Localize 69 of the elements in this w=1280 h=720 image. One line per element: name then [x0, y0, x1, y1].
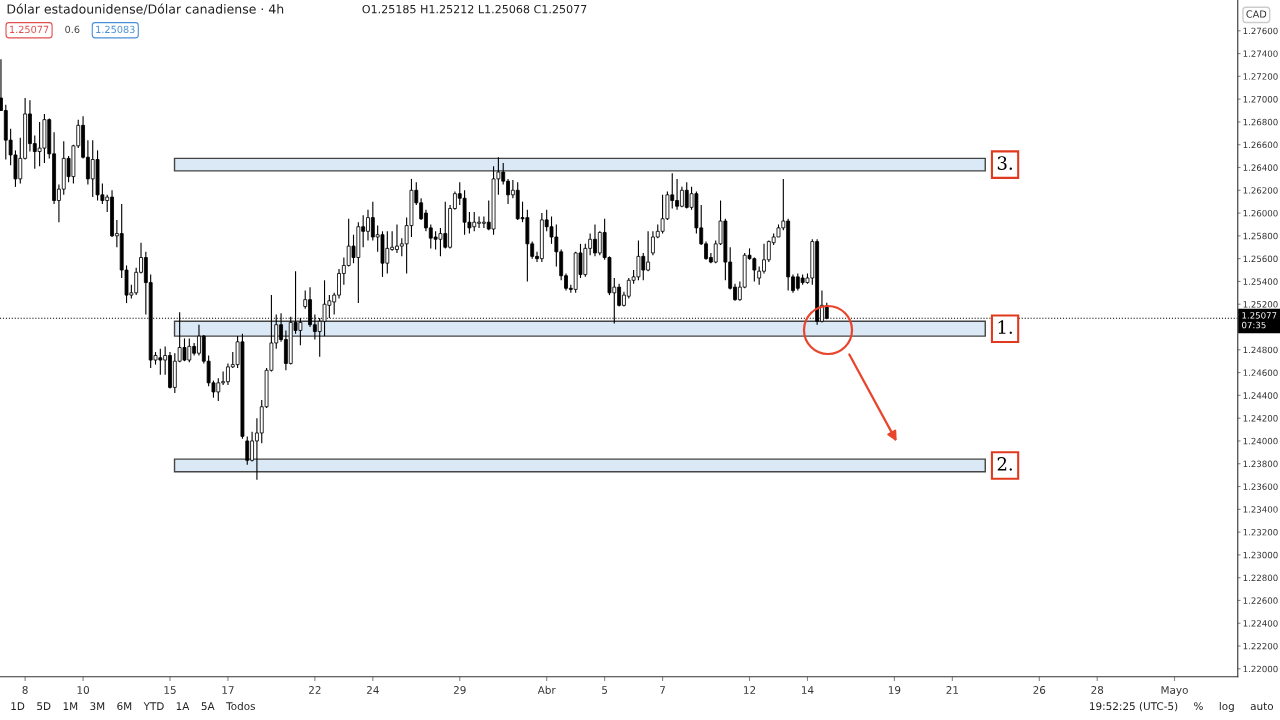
chart-subtitle: O1.25185 H1.25212 L1.25068 C1.25077	[362, 4, 587, 14]
y-tick-label: 1.26000	[1243, 209, 1278, 217]
text: 3M	[90, 702, 105, 711]
text: 5A	[201, 702, 215, 711]
x-tick-label: Abr	[537, 685, 556, 694]
text: 1M	[63, 702, 78, 710]
x-tick-label: 7	[660, 686, 666, 694]
x-tick-label: 5	[602, 686, 608, 694]
y-tick-label: 1.23600	[1243, 483, 1278, 490]
y-tick-label: 1.27200	[1243, 73, 1278, 80]
band-label: 2.	[997, 457, 1012, 471]
x-tick-label: 29	[453, 686, 466, 694]
text: %	[1194, 702, 1203, 711]
text: log	[1219, 702, 1234, 713]
y-tick-label: 1.24600	[1243, 369, 1278, 376]
y-tick-label: 1.25200	[1243, 301, 1278, 308]
y-tick-label: 1.25400	[1243, 278, 1278, 285]
text: 1D	[11, 702, 25, 710]
x-tick-label: 10	[77, 686, 89, 694]
x-tick-label: 17	[222, 686, 234, 694]
text: 1A	[176, 702, 190, 710]
annotation: 1.25077	[10, 25, 49, 34]
y-tick-label: 1.22000	[1243, 665, 1278, 673]
y-tick-label: 1.27400	[1243, 50, 1278, 57]
y-tick-label: 1.24200	[1243, 415, 1278, 422]
y-tick-label: 1.27000	[1243, 96, 1278, 103]
text: 19:52:25 (UTC-5)	[1090, 702, 1178, 712]
x-tick-label: 19	[888, 686, 901, 694]
y-tick-label: 1.22400	[1243, 620, 1278, 627]
y-tick-label: 1.24000	[1243, 437, 1278, 445]
annotation: 0.6	[65, 25, 80, 34]
text: auto	[1250, 702, 1274, 711]
y-tick-label: 1.22600	[1243, 597, 1278, 604]
y-tick-label: 1.22200	[1243, 642, 1278, 650]
y-tick-label: 1.25800	[1243, 232, 1278, 240]
y-tick-label: 1.23800	[1243, 460, 1278, 468]
y-tick-label: 1.23200	[1243, 528, 1278, 536]
y-tick-label: 1.23400	[1243, 506, 1278, 513]
x-tick-label: 15	[164, 686, 176, 694]
ref-line-label: 1.25077 07:35	[1242, 312, 1277, 329]
y-tick-label: 1.26600	[1243, 141, 1278, 149]
y-tick-label: 1.27600	[1243, 27, 1278, 35]
x-tick-label: 24	[366, 686, 379, 694]
x-tick-label: 26	[1033, 686, 1046, 694]
x-tick-label: 14	[801, 686, 814, 694]
band-label: 1.	[998, 320, 1012, 334]
x-tick-label: 12	[744, 686, 756, 694]
y-tick-label: 1.22800	[1243, 574, 1278, 582]
x-tick-label: 22	[309, 686, 321, 694]
candlestick	[245, 435, 250, 466]
chart-title: Dólar estadounidense/Dólar canadiense · 4h	[7, 3, 284, 15]
y-tick-label: 1.26200	[1243, 187, 1278, 194]
y-tick-label: 1.23000	[1243, 551, 1278, 559]
x-tick-label: 28	[1091, 686, 1104, 694]
x-tick-label: 21	[946, 686, 959, 694]
x-tick-label: Mayo	[1161, 686, 1188, 696]
text: 5D	[37, 702, 51, 711]
y-axis-title: CAD	[1246, 10, 1267, 18]
text: 6M	[117, 702, 132, 711]
text: Todos	[226, 702, 256, 711]
x-tick-label: 8	[22, 686, 28, 694]
annotation: 1.25083	[96, 25, 135, 34]
y-tick-label: 1.26800	[1243, 118, 1278, 126]
text: YTD	[143, 702, 164, 710]
y-tick-label: 1.24800	[1243, 346, 1278, 354]
y-tick-label: 1.26400	[1243, 164, 1278, 171]
y-tick-label: 1.24400	[1243, 392, 1278, 399]
band-label: 3.	[997, 156, 1012, 170]
y-tick-label: 1.25600	[1243, 255, 1278, 263]
